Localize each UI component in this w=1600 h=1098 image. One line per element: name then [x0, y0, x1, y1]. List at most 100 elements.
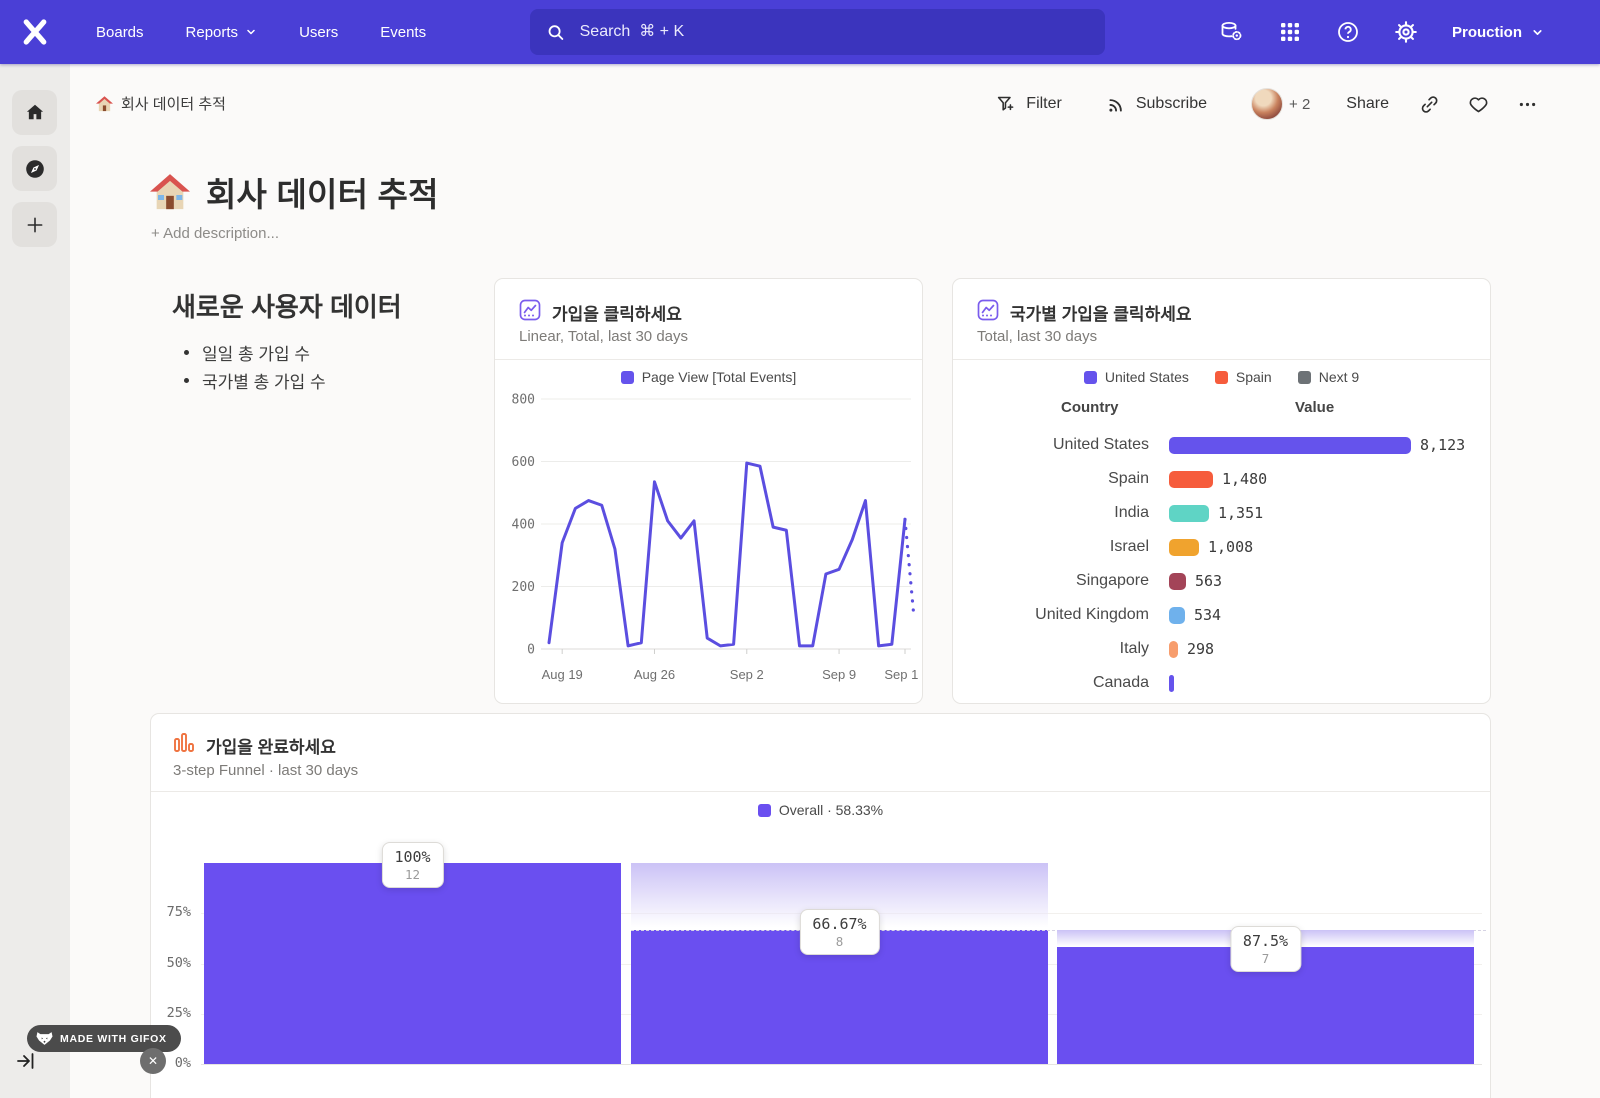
tooltip-percent: 100% — [394, 848, 431, 866]
chevron-down-icon — [247, 29, 255, 35]
global-search[interactable] — [530, 9, 1105, 55]
legend-item[interactable]: Next 9 — [1297, 369, 1360, 385]
mixpanel-logo-icon[interactable] — [20, 17, 50, 47]
fox-icon — [36, 1032, 53, 1045]
divider — [953, 359, 1490, 360]
country-row[interactable]: United Kingdom 534 — [953, 598, 1490, 632]
country-value: 1,351 — [1218, 504, 1264, 522]
line-chart-icon — [519, 299, 541, 321]
nav-item-boards[interactable]: Boards — [96, 23, 144, 41]
legend-item[interactable]: United States — [1083, 369, 1189, 385]
country-value: 298 — [1187, 640, 1215, 658]
country-bar[interactable] — [1169, 674, 1174, 692]
ellipsis-icon — [1519, 102, 1536, 106]
funnel-chart-card[interactable]: 가입을 완료하세요 3-step Funnel · last 30 days O… — [150, 713, 1491, 1098]
country-value: 563 — [1195, 572, 1223, 590]
nav-item-events[interactable]: Events — [380, 23, 427, 41]
settings-gear-icon[interactable] — [1394, 20, 1418, 44]
country-bar[interactable] — [1169, 470, 1213, 488]
country-label: United Kingdom — [1035, 606, 1149, 623]
board-actions: Filter Subscribe + 2 Share — [996, 88, 1538, 120]
chart-title[interactable]: 국가별 가입을 클릭하세요 — [1010, 305, 1192, 324]
link-icon — [1421, 95, 1438, 113]
country-bar[interactable] — [1169, 640, 1178, 658]
funnel-legend: Overall · 58.33% — [151, 802, 1490, 818]
country-label: Spain — [1108, 470, 1149, 487]
rss-icon — [1109, 98, 1122, 112]
country-bar[interactable] — [1169, 606, 1185, 624]
tooltip-count: 7 — [1261, 950, 1270, 966]
copy-link-button[interactable] — [1419, 94, 1440, 115]
country-row[interactable]: India 1,351 — [953, 496, 1490, 530]
focus-caret-icon[interactable] — [15, 1050, 37, 1072]
house-emoji-icon — [96, 95, 113, 111]
gif-close-button[interactable]: ✕ — [140, 1048, 166, 1074]
country-bar[interactable] — [1169, 504, 1209, 522]
country-value: 534 — [1194, 606, 1222, 624]
house-emoji-icon — [150, 173, 190, 209]
legend-swatch — [757, 803, 771, 817]
notes-bullet-list: 일일 총 가입 수 국가별 총 가입 수 — [184, 338, 326, 394]
y-axis-label: 0% — [174, 1055, 191, 1071]
y-axis-label: 50% — [166, 954, 191, 971]
collaborator-avatar[interactable] — [1251, 88, 1284, 120]
create-board-button[interactable] — [12, 202, 57, 247]
country-label: United States — [1052, 436, 1149, 453]
collaborator-overflow-count[interactable]: + 2 — [1289, 95, 1311, 113]
gridline — [201, 1064, 1482, 1065]
legend-item[interactable]: Spain — [1214, 369, 1272, 385]
chart-title[interactable]: 가입을 클릭하세요 — [552, 305, 682, 324]
add-description-button[interactable]: + Add description... — [151, 225, 279, 242]
country-row[interactable]: Israel 1,008 — [953, 530, 1490, 564]
home-button[interactable] — [12, 90, 57, 135]
help-icon[interactable] — [1336, 20, 1360, 44]
country-label: Singapore — [1076, 572, 1149, 589]
country-bar[interactable] — [1169, 538, 1199, 556]
chart-subtitle: 3-step Funnel · last 30 days — [173, 762, 359, 779]
chart-title[interactable]: 가입을 완료하세요 — [206, 738, 336, 757]
country-bar[interactable] — [1169, 436, 1411, 454]
country-row[interactable]: United States 8,123 — [953, 428, 1490, 462]
svg-text:Sep 2: Sep 2 — [730, 667, 764, 682]
chart-subtitle: Total, last 30 days — [977, 328, 1098, 345]
line-chart-card[interactable]: 가입을 클릭하세요 Linear, Total, last 30 days Pa… — [494, 278, 923, 704]
funnel-tooltip: 87.5% 7 — [1229, 925, 1302, 972]
country-row[interactable]: Italy 298 — [953, 632, 1490, 666]
project-switcher[interactable]: Prouction — [1452, 24, 1544, 41]
funnel-bar[interactable] — [204, 863, 621, 1064]
country-label: Canada — [1092, 674, 1149, 691]
svg-text:800: 800 — [512, 393, 535, 408]
tooltip-count: 8 — [835, 933, 844, 949]
data-management-icon[interactable] — [1220, 20, 1244, 44]
legend-swatch — [1297, 370, 1311, 384]
list-item: 국가별 총 가입 수 — [184, 366, 326, 394]
svg-text:0: 0 — [527, 643, 535, 658]
country-bar-card[interactable]: 국가별 가입을 클릭하세요 Total, last 30 days United… — [952, 278, 1491, 704]
breadcrumb[interactable]: 회사 데이터 추적 — [96, 93, 226, 114]
more-options-button[interactable] — [1517, 94, 1538, 115]
line-chart-legend: Page View [Total Events] — [495, 369, 922, 385]
country-row[interactable]: Singapore 563 — [953, 564, 1490, 598]
apps-grid-icon[interactable] — [1278, 20, 1302, 44]
svg-text:Sep 9: Sep 9 — [822, 667, 856, 682]
search-input[interactable] — [577, 22, 1089, 42]
country-row[interactable]: Spain 1,480 — [953, 462, 1490, 496]
page-title: 회사 데이터 추적 — [150, 168, 439, 216]
share-button[interactable]: Share — [1346, 95, 1389, 112]
subscribe-button[interactable]: Subscribe — [1106, 94, 1207, 115]
discover-button[interactable] — [12, 146, 57, 191]
svg-text:600: 600 — [512, 455, 535, 470]
country-bar[interactable] — [1169, 572, 1186, 590]
country-label: India — [1114, 504, 1149, 521]
nav-item-reports[interactable]: Reports — [186, 24, 258, 41]
country-row[interactable]: Canada — [953, 666, 1490, 700]
line-chart-svg[interactable]: 0 200 400 600 800 Aug 19 Aug 26 Sep 2 Sep 9 Sep 1… — [501, 391, 918, 696]
legend-swatch — [1214, 370, 1228, 384]
legend-item[interactable]: Page View [Total Events] — [620, 369, 796, 385]
legend-label: Next 9 — [1318, 369, 1360, 385]
nav-item-users[interactable]: Users — [299, 23, 339, 41]
filter-button[interactable]: Filter — [996, 94, 1062, 115]
favorite-button[interactable] — [1468, 94, 1489, 115]
legend-item[interactable]: Overall · 58.33% — [757, 802, 883, 818]
